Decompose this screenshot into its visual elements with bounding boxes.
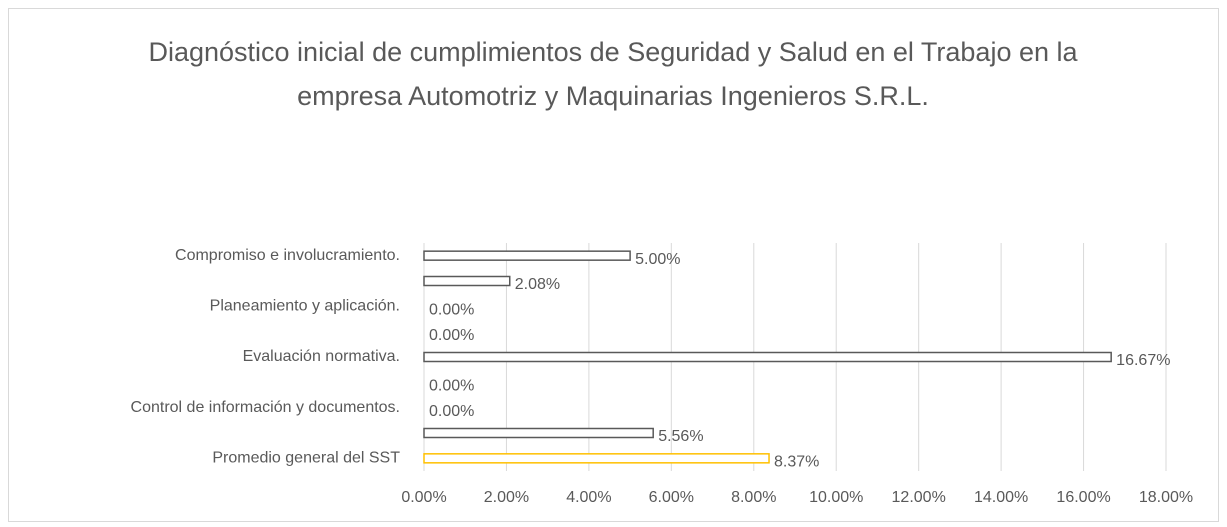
value-label: 0.00% — [429, 403, 474, 420]
value-label: 8.37% — [774, 454, 819, 471]
bar — [423, 275, 511, 287]
x-tick-label: 0.00% — [401, 489, 446, 506]
chart-title: Diagnóstico inicial de cumplimientos de … — [148, 37, 1078, 111]
value-label: 0.00% — [429, 327, 474, 344]
bar — [423, 250, 631, 261]
bar — [423, 453, 770, 464]
x-tick-label: 18.00% — [1139, 489, 1193, 506]
bar — [423, 427, 654, 439]
x-tick-label: 4.00% — [566, 489, 611, 506]
bar — [423, 351, 1112, 363]
y-tick-label: Promedio general del SST — [212, 450, 400, 467]
x-tick-label: 12.00% — [892, 489, 946, 506]
x-tick-label: 6.00% — [649, 489, 694, 506]
value-label: 5.56% — [658, 428, 703, 445]
value-label: 5.00% — [635, 251, 680, 268]
y-tick-label: Planeamiento y aplicación. — [210, 298, 400, 315]
value-label: 2.08% — [515, 276, 560, 293]
x-tick-label: 2.00% — [484, 489, 529, 506]
x-tick-label: 16.00% — [1056, 489, 1110, 506]
value-label: 16.67% — [1116, 352, 1170, 369]
y-tick-label: Compromiso e involucramiento. — [175, 247, 400, 264]
x-tick-label: 10.00% — [809, 489, 863, 506]
y-tick-label: Evaluación normativa. — [243, 348, 400, 365]
y-tick-label: Control de información y documentos. — [131, 399, 400, 416]
x-tick-label: 8.00% — [731, 489, 776, 506]
value-label: 0.00% — [429, 378, 474, 395]
x-tick-label: 14.00% — [974, 489, 1028, 506]
value-label: 0.00% — [429, 302, 474, 319]
